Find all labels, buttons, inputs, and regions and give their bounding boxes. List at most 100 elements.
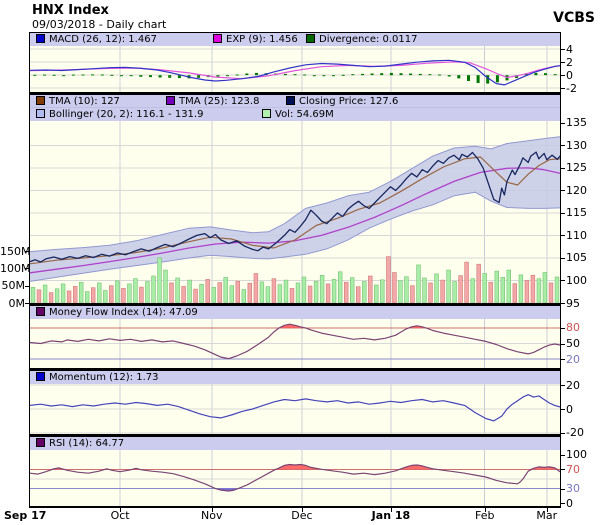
- tick-mark: [560, 385, 565, 386]
- volume-axis-label: 0M: [8, 296, 26, 310]
- legend-item-tma25: TMA (25): 123.8: [166, 96, 259, 107]
- tick-mark: [560, 359, 565, 360]
- x-axis-label: Sep 17: [4, 509, 47, 522]
- tick-mark: [560, 49, 565, 50]
- exp-swatch: [213, 34, 222, 43]
- y-tick-label: 0: [566, 496, 573, 510]
- macd-plot: [30, 46, 560, 92]
- tick-mark: [120, 508, 121, 512]
- y-tick-label: 100: [566, 448, 587, 462]
- legend-item-volume: Vol: 54.69M: [262, 109, 334, 120]
- legend-item-exp: EXP (9): 1.456: [213, 34, 298, 45]
- closing-price-legend-label: Closing Price: 127.6: [299, 96, 399, 107]
- tick-mark: [560, 328, 565, 329]
- mfi-legend-label: Money Flow Index (14): 47.09: [49, 307, 198, 318]
- y-tick-label: 120: [566, 183, 587, 197]
- exp-legend-label: EXP (9): 1.456: [226, 34, 298, 45]
- tick-mark: [560, 503, 565, 504]
- legend-item-macd: MACD (26, 12): 1.467: [36, 34, 157, 45]
- volume-axis-label: 150M: [0, 244, 31, 258]
- legend-item-rsi: RSI (14): 64.77: [36, 438, 124, 449]
- tma25-swatch: [166, 96, 175, 105]
- y-tick-label: 0: [566, 402, 573, 416]
- legend-item-momentum: Momentum (12): 1.73: [36, 372, 159, 383]
- volume-legend-label: Vol: 54.69M: [275, 109, 334, 120]
- rsi-legend-label: RSI (14): 64.77: [49, 438, 125, 449]
- tick-mark: [560, 190, 565, 191]
- legend-item-divergence: Divergence: 0.0117: [306, 34, 418, 45]
- momentum-swatch: [36, 372, 45, 381]
- legend-item-mfi: Money Flow Index (14): 47.09: [36, 307, 198, 318]
- y-tick-label: 130: [566, 138, 587, 152]
- x-axis-label: Jan 18: [371, 509, 411, 522]
- legend-item-closing-price: Closing Price: 127.6: [286, 96, 398, 107]
- y-tick-label: 80: [566, 321, 580, 335]
- y-tick-label: 30: [566, 482, 580, 496]
- macd-panel: MACD (26, 12): 1.467 EXP (9): 1.456 Dive…: [29, 32, 561, 94]
- y-tick-label: 115: [566, 206, 587, 220]
- mfi-legend: Money Flow Index (14): 47.09: [30, 306, 560, 319]
- volume-axis-label: 100M: [0, 261, 31, 275]
- tick-mark: [560, 145, 565, 146]
- y-tick-label: 110: [566, 228, 587, 242]
- rsi-panel: RSI (14): 64.77: [29, 436, 561, 508]
- y-tick-label: 105: [566, 251, 587, 265]
- tick-mark: [560, 258, 565, 259]
- y-tick-label: 100: [566, 273, 587, 287]
- x-axis-label: Oct: [110, 509, 130, 522]
- volume-swatch: [262, 109, 271, 118]
- tick-mark: [560, 344, 565, 345]
- price-legend-row1: TMA (10): 127 TMA (25): 123.8 Closing Pr…: [30, 95, 560, 108]
- macd-legend-label: MACD (26, 12): 1.467: [49, 34, 157, 45]
- momentum-panel: Momentum (12): 1.73: [29, 370, 561, 436]
- y-tick-label: -2: [566, 81, 577, 95]
- rsi-plot: [30, 450, 560, 506]
- tick-mark: [560, 489, 565, 490]
- closing-price-swatch: [286, 96, 295, 105]
- mfi-swatch: [36, 307, 45, 316]
- tma25-legend-label: TMA (25): 123.8: [179, 96, 260, 107]
- divergence-legend-label: Divergence: 0.0117: [319, 34, 418, 45]
- y-tick-label: 0: [566, 68, 573, 82]
- y-tick-label: 2: [566, 55, 573, 69]
- tick-mark: [560, 280, 565, 281]
- tick-mark: [560, 455, 565, 456]
- page-title: HNX Index: [32, 3, 109, 18]
- tick-mark: [560, 235, 565, 236]
- y-tick-label: 125: [566, 161, 587, 175]
- price-panel: TMA (10): 127 TMA (25): 123.8 Closing Pr…: [29, 94, 561, 305]
- y-tick-label: 4: [566, 42, 573, 56]
- tick-mark: [25, 268, 30, 269]
- rsi-swatch: [36, 438, 45, 447]
- y-tick-label: 135: [566, 116, 587, 130]
- momentum-plot: [30, 384, 560, 434]
- tick-mark: [302, 508, 303, 512]
- macd-legend: MACD (26, 12): 1.467 EXP (9): 1.456 Dive…: [30, 33, 560, 46]
- rsi-legend: RSI (14): 64.77: [30, 437, 560, 450]
- x-axis-label: Dec: [291, 509, 313, 522]
- tick-mark: [391, 508, 392, 512]
- tick-mark: [560, 88, 565, 89]
- x-axis-label: Feb: [474, 509, 495, 522]
- y-tick-label: 95: [566, 296, 580, 310]
- tick-mark: [212, 508, 213, 512]
- x-axis-label: Mar: [536, 509, 558, 522]
- x-axis-label: Nov: [201, 509, 223, 522]
- tick-mark: [560, 303, 565, 304]
- price-legend-row2: Bollinger (20, 2): 116.1 - 131.9 Vol: 54…: [30, 108, 560, 121]
- tick-mark: [560, 409, 565, 410]
- legend-item-tma10: TMA (10): 127: [36, 96, 120, 107]
- tick-mark: [560, 62, 565, 63]
- price-plot: [30, 121, 560, 303]
- momentum-legend: Momentum (12): 1.73: [30, 371, 560, 384]
- vcbs-logo: VCBS: [553, 10, 595, 26]
- bollinger-swatch: [36, 109, 45, 118]
- legend-item-bollinger: Bollinger (20, 2): 116.1 - 131.9: [36, 109, 203, 120]
- mfi-plot: [30, 319, 560, 368]
- y-tick-label: -20: [566, 426, 584, 440]
- volume-axis-label: 50M: [1, 279, 26, 293]
- tick-mark: [560, 123, 565, 124]
- tick-mark: [560, 433, 565, 434]
- macd-swatch: [36, 34, 45, 43]
